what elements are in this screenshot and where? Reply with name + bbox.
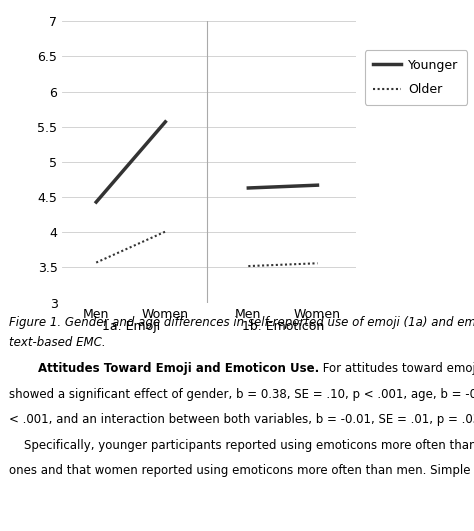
Text: < .001, and an interaction between both variables, b = -0.01, SE = .01, p = .039: < .001, and an interaction between both … [9, 413, 474, 426]
Text: text-based EMC.: text-based EMC. [9, 336, 106, 349]
Legend: Younger, Older: Younger, Older [365, 50, 467, 105]
Text: For attitudes toward emoji use, results: For attitudes toward emoji use, results [319, 362, 474, 375]
Text: Attitudes Toward Emoji and Emoticon Use.: Attitudes Toward Emoji and Emoticon Use. [38, 362, 319, 375]
Text: showed a significant effect of gender, b = 0.38, SE = .10, p < .001, age, b = -0: showed a significant effect of gender, b… [9, 388, 474, 400]
Text: Specifically, younger participants reported using emoticons more often than olde: Specifically, younger participants repor… [9, 439, 474, 451]
Text: Figure 1. Gender and age differences in self-reported use of emoji (1a) and emot: Figure 1. Gender and age differences in … [9, 316, 474, 329]
Text: 1b. Emoticon: 1b. Emoticon [242, 320, 324, 333]
Text: 1a. Emoji: 1a. Emoji [101, 320, 160, 333]
Text: ones and that women reported using emoticons more often than men. Simple slope a: ones and that women reported using emoti… [9, 464, 474, 477]
